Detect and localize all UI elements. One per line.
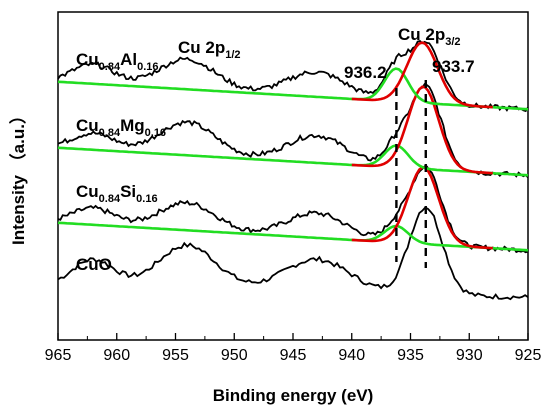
x-tick-label: 935 [397, 347, 424, 364]
x-tick-label: 965 [45, 347, 72, 364]
peak-label-936: 936.2 [344, 63, 387, 82]
main-fit-line [351, 41, 493, 109]
x-tick-label: 960 [103, 347, 130, 364]
annotation-layer: CuO Cu0.84Si0.16 Cu0.84Mg0.16 Cu0.84Al0.16 C… [76, 25, 475, 274]
series-layer [57, 40, 529, 301]
series-label: Cu0.84Si0.16 [76, 182, 158, 205]
spectrum-line [57, 206, 529, 301]
series-label: CuO [76, 255, 112, 274]
x-tick-label: 955 [162, 347, 189, 364]
series-label: Cu0.84Al0.16 [76, 50, 159, 73]
x-tick-label: 930 [456, 347, 483, 364]
spectrum-line [57, 82, 529, 179]
spectrum-line [57, 165, 529, 254]
y-axis-title: Intensity （a.u.） [8, 107, 28, 245]
cu-2p12-label: Cu 2p1/2 [178, 38, 241, 61]
peak-label-933: 933.7 [432, 57, 475, 76]
satellite-fit-line [57, 67, 529, 111]
peak-markers [395, 80, 427, 268]
main-fit-line [351, 85, 493, 175]
x-tick-label: 950 [221, 347, 248, 364]
x-tick-label: 945 [280, 347, 307, 364]
cu-2p32-label: Cu 2p3/2 [398, 25, 461, 48]
spectrum-line [57, 40, 529, 113]
x-tick-label: 925 [515, 347, 542, 364]
satellite-fit-line [57, 144, 529, 177]
satellite-fit-line [57, 221, 529, 252]
main-fit-line [351, 165, 493, 250]
x-tick-label: 940 [338, 347, 365, 364]
x-axis-ticks: 965 960 955 950 945 940 935 930 925 [45, 333, 542, 364]
x-axis-title: Binding energy (eV) [213, 386, 374, 405]
series-label: Cu0.84Mg0.16 [76, 116, 166, 139]
